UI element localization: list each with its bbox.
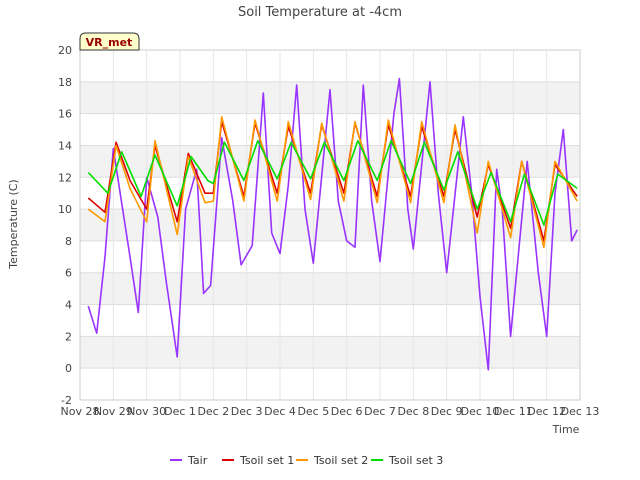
x-tick-label: Nov 30 bbox=[127, 405, 166, 418]
legend-label: Tsoil set 3 bbox=[388, 454, 443, 467]
series-line-tsoil-set-2 bbox=[87, 116, 578, 249]
legend-label: Tsoil set 2 bbox=[313, 454, 368, 467]
y-tick-label: 10 bbox=[58, 203, 72, 216]
y-tick-label: 4 bbox=[65, 299, 72, 312]
y-axis-label: Temperature (C) bbox=[7, 179, 20, 269]
x-tick-label: Dec 3 bbox=[231, 405, 263, 418]
series-line-tair bbox=[87, 77, 578, 371]
y-tick-label: 6 bbox=[65, 267, 72, 280]
y-tick-label: 8 bbox=[65, 235, 72, 248]
site-label: VR_met bbox=[86, 36, 133, 49]
y-tick-label: 12 bbox=[58, 171, 72, 184]
x-tick-label: Dec 1 bbox=[164, 405, 196, 418]
legend: Tair Tsoil set 1 Tsoil set 2 Tsoil set 3 bbox=[170, 454, 443, 467]
x-axis-label: Time bbox=[552, 423, 580, 436]
grid-band bbox=[80, 336, 580, 369]
x-tick-label: Dec 7 bbox=[364, 405, 396, 418]
x-tick-label: Dec 5 bbox=[297, 405, 329, 418]
legend-label: Tsoil set 1 bbox=[239, 454, 294, 467]
series-layer bbox=[87, 77, 578, 371]
y-tick-label: 14 bbox=[58, 139, 72, 152]
legend-label: Tair bbox=[187, 454, 208, 467]
x-tick-label: Nov 28 bbox=[61, 405, 100, 418]
x-tick-label: Dec 9 bbox=[431, 405, 463, 418]
y-tick-label: -2 bbox=[61, 394, 72, 407]
y-tick-label: 18 bbox=[58, 76, 72, 89]
chart-title: Soil Temperature at -4cm bbox=[238, 5, 402, 20]
y-tick-label: 20 bbox=[58, 44, 72, 57]
series-line-tsoil-set-3 bbox=[87, 139, 578, 226]
x-tick-label: Dec 12 bbox=[527, 405, 566, 418]
y-tick-label: 2 bbox=[65, 330, 72, 343]
site-label-badge: VR_met bbox=[79, 32, 140, 51]
x-tick-label: Dec 10 bbox=[461, 405, 500, 418]
y-tick-label: 16 bbox=[58, 108, 72, 121]
y-tick-label: 0 bbox=[65, 362, 72, 375]
x-tick-label: Dec 8 bbox=[397, 405, 429, 418]
x-tick-label: Dec 11 bbox=[494, 405, 533, 418]
x-tick-label: Dec 13 bbox=[561, 405, 600, 418]
x-tick-label: Dec 6 bbox=[331, 405, 363, 418]
plot-background-bands bbox=[80, 50, 580, 400]
grid-band bbox=[80, 209, 580, 241]
x-tick-label: Dec 2 bbox=[197, 405, 229, 418]
plot-frame bbox=[79, 49, 581, 401]
x-tick-label: Dec 4 bbox=[264, 405, 296, 418]
y-axis-ticks: -2 0 2 4 6 8 10 12 14 16 18 20 bbox=[58, 44, 72, 407]
x-tick-label: Nov 29 bbox=[94, 405, 133, 418]
grid-band bbox=[80, 272, 580, 305]
